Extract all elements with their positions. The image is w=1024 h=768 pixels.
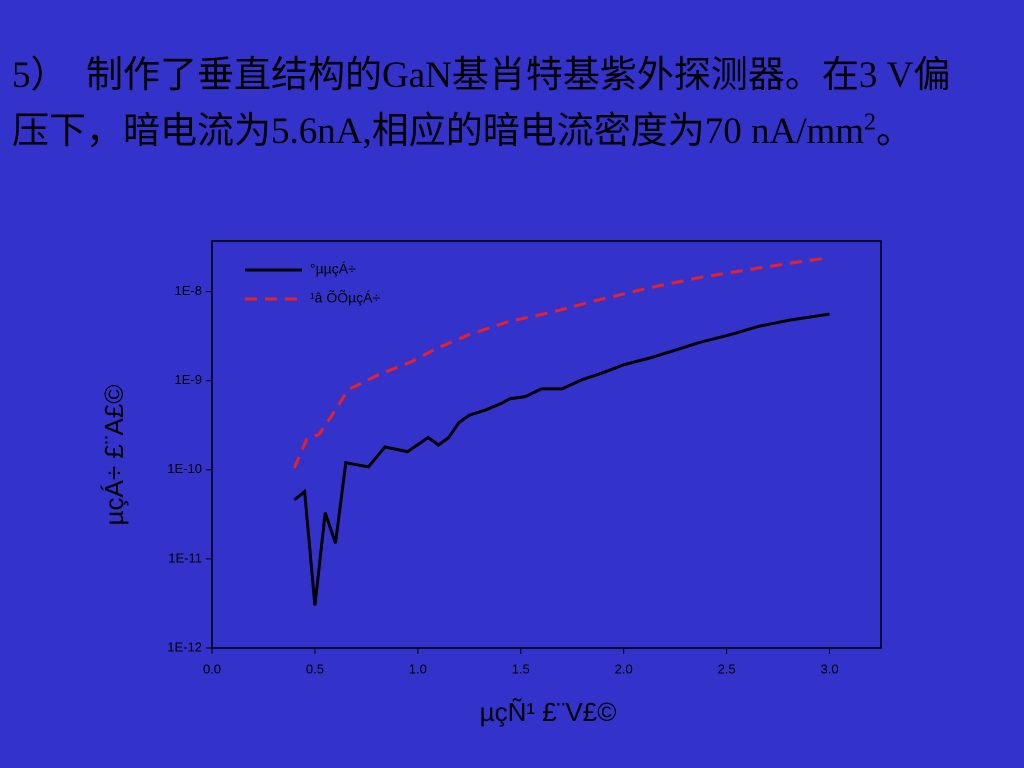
x-tick-label: 0.0: [203, 661, 221, 676]
y-tick-label: 1E-8: [175, 283, 202, 298]
text: 5） 制作了垂直结构的GaN基肖特基紫外探测器。在3 V偏压下，暗电流为5.6n…: [12, 55, 951, 152]
line: [292, 256, 830, 469]
y-tick-label: 1E-9: [175, 372, 202, 387]
y-tick-label: 1E-12: [167, 639, 202, 654]
x-axis-label: µçÑ¹ £¨V£©: [480, 697, 617, 727]
x-tick-label: 2.0: [615, 661, 633, 676]
slide-text: 5） 制作了垂直结构的GaN基肖特基紫外探测器。在3 V偏压下，暗电流为5.6n…: [12, 48, 962, 160]
x-tick-label: 3.0: [820, 661, 838, 676]
y-tick-label: 1E-10: [167, 461, 202, 476]
x-tick-label: 0.5: [306, 661, 324, 676]
legend-label: ¹â ÕÕµçÁ÷: [310, 290, 381, 306]
legend-label: °µµçÁ÷: [310, 261, 356, 277]
text: 。: [876, 111, 914, 152]
y-axis-label: µçÁ÷ £¨A£©: [99, 385, 129, 526]
x-tick-label: 1.0: [409, 661, 427, 676]
y-tick-label: 1E-11: [168, 550, 202, 565]
plot-frame: [211, 240, 882, 649]
superscript: 2: [864, 109, 877, 136]
line: [293, 312, 830, 606]
x-tick-label: 2.5: [718, 661, 736, 676]
x-tick-label: 1.5: [512, 661, 530, 676]
